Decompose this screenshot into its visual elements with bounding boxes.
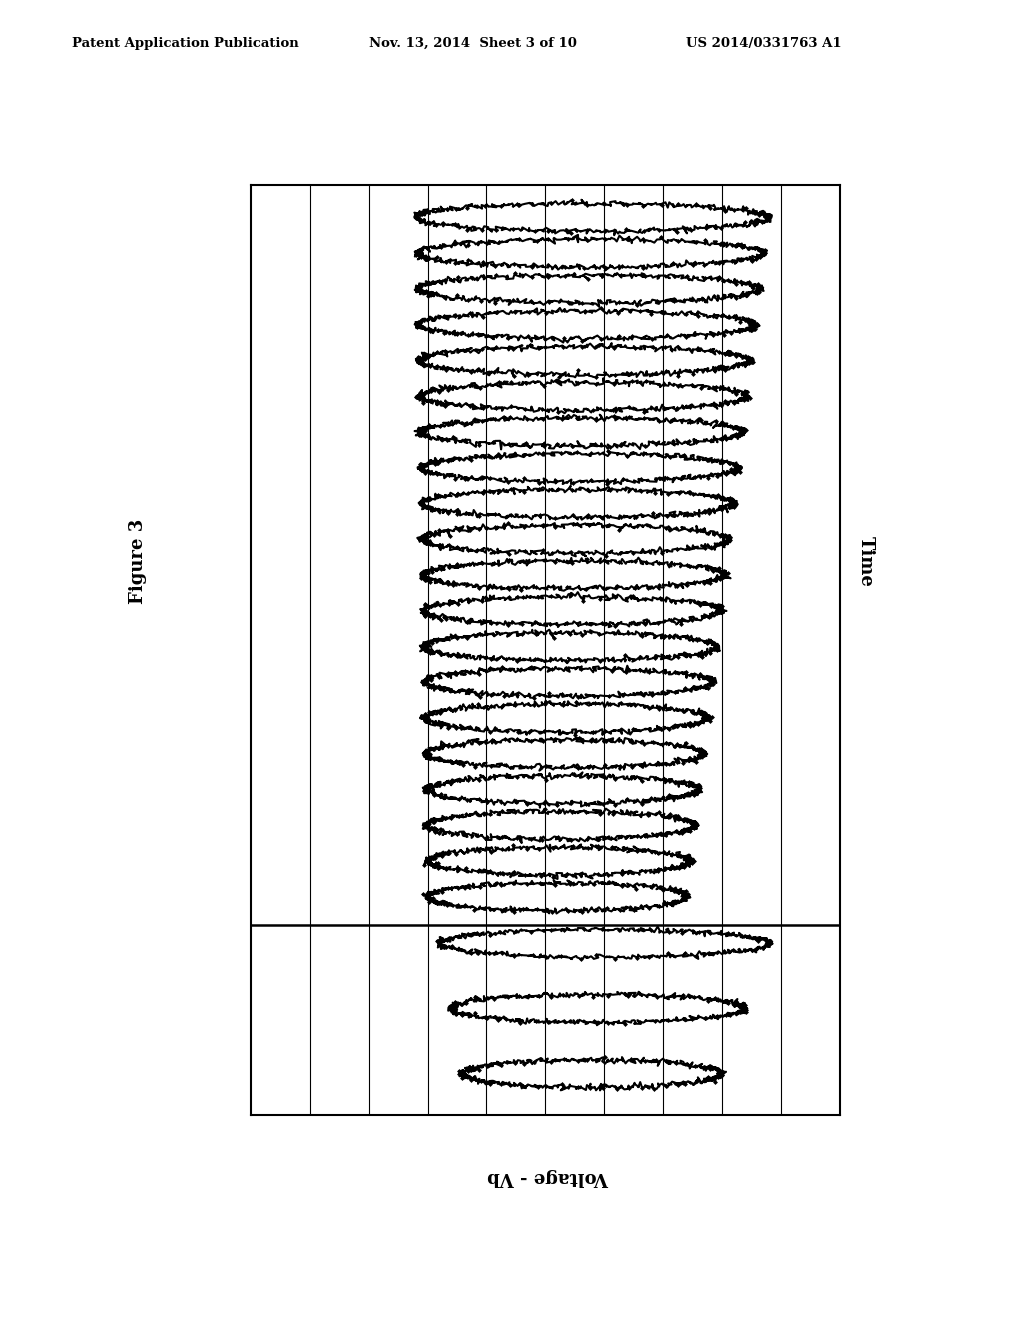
Text: Voltage - Vb: Voltage - Vb	[486, 1168, 609, 1187]
Text: Nov. 13, 2014  Sheet 3 of 10: Nov. 13, 2014 Sheet 3 of 10	[369, 37, 577, 50]
Text: Patent Application Publication: Patent Application Publication	[72, 37, 298, 50]
Text: Figure 3: Figure 3	[129, 519, 147, 603]
Text: Time: Time	[856, 536, 874, 586]
Text: US 2014/0331763 A1: US 2014/0331763 A1	[686, 37, 842, 50]
